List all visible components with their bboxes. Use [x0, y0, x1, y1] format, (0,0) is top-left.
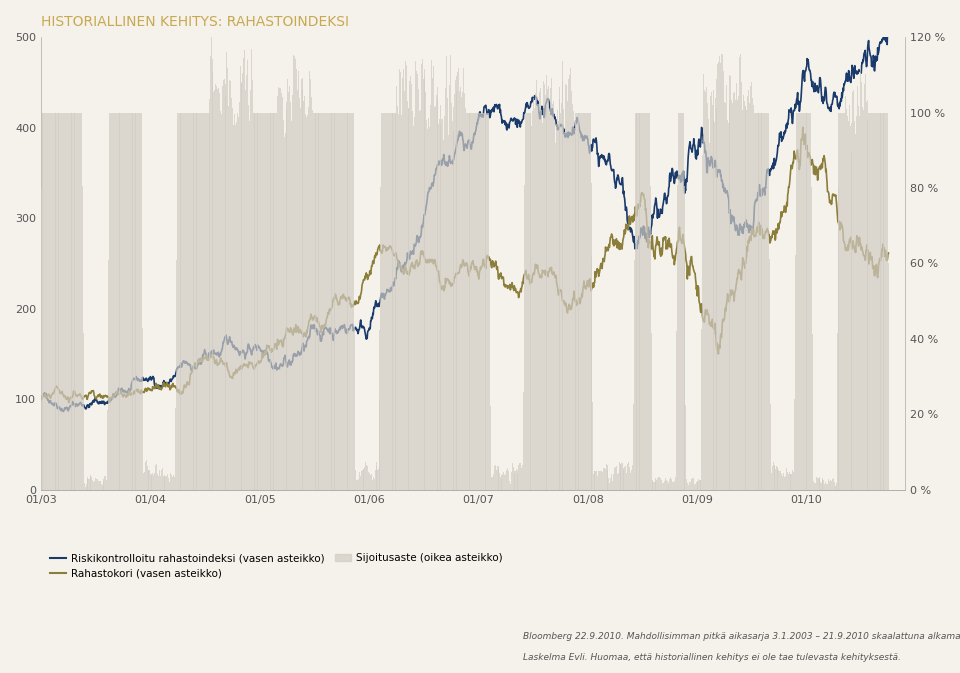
Text: Laskelma Evli. Huomaa, että historiallinen kehitys ei ole tae tulevasta kehityks: Laskelma Evli. Huomaa, että historiallin…	[523, 653, 901, 662]
Text: HISTORIALLINEN KEHITYS: RAHASTOINDEKSI: HISTORIALLINEN KEHITYS: RAHASTOINDEKSI	[41, 15, 349, 29]
Legend: Riskikontrolloitu rahastoindeksi (vasen asteikko), Rahastokori (vasen asteikko),: Riskikontrolloitu rahastoindeksi (vasen …	[46, 549, 507, 583]
Text: Bloomberg 22.9.2010. Mahdollisimman pitkä aikasarja 3.1.2003 – 21.9.2010 skaalat: Bloomberg 22.9.2010. Mahdollisimman pitk…	[523, 633, 960, 641]
